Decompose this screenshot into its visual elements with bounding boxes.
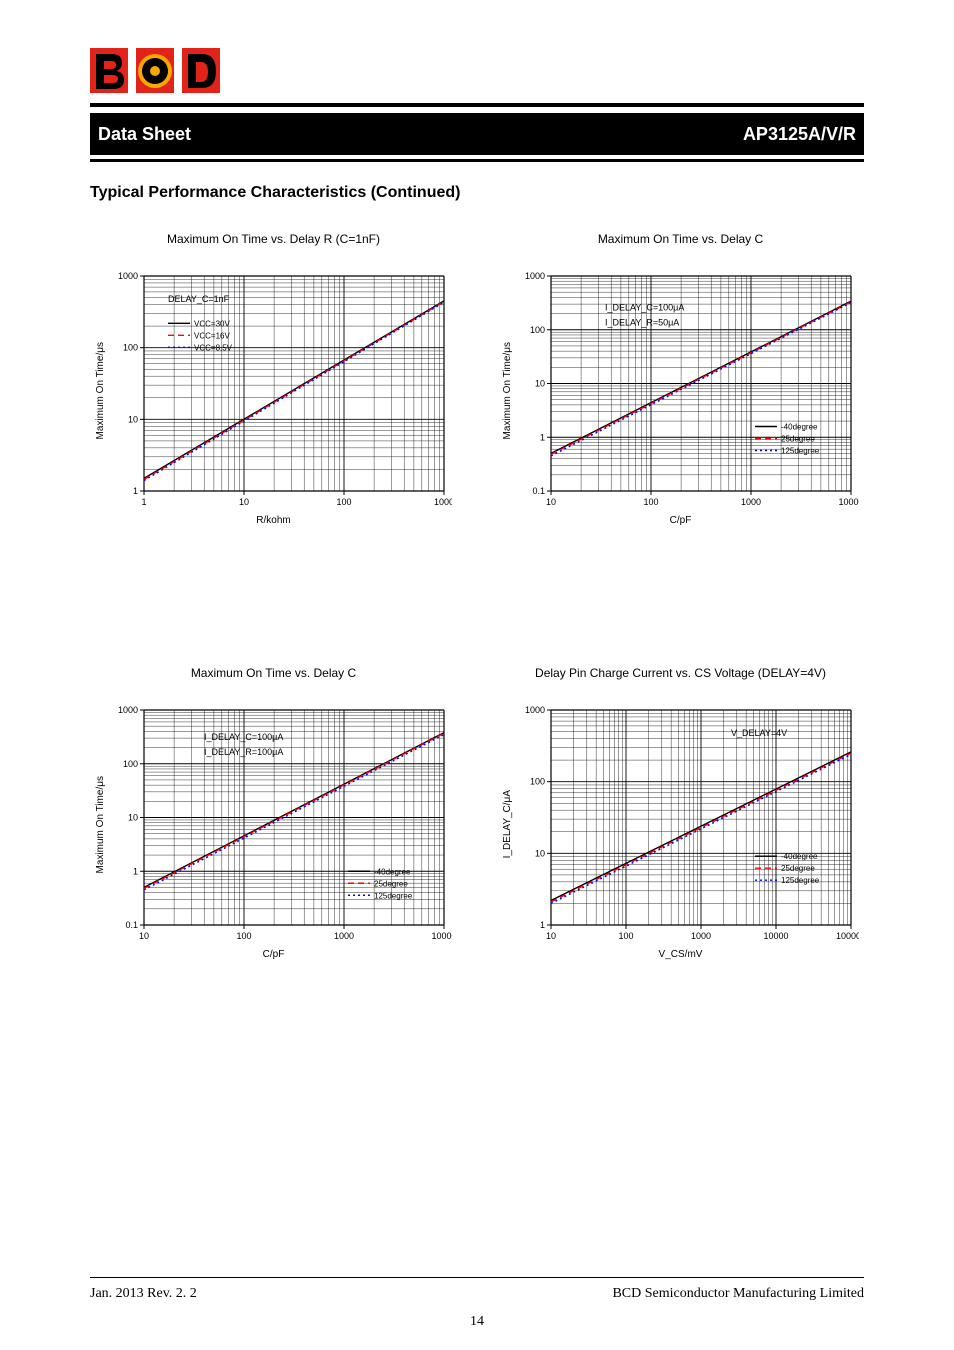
svg-text:25degree: 25degree — [374, 879, 408, 888]
chart-ylabel: Maximum On Time/μs — [502, 342, 513, 439]
section-title: Typical Performance Characteristics (Con… — [90, 184, 864, 202]
chart-wrap: Maximum On Time/μs 1 10 100 1000 1 10 100 1000 DE… — [95, 268, 452, 513]
svg-text:-40degree: -40degree — [781, 423, 818, 432]
svg-text:100: 100 — [123, 343, 138, 353]
chart-plot: 10 100 1000 10000 0.1 1 10 100 1000 I_DELAY_C=100… — [110, 702, 452, 947]
chart-ylabel: I_DELAY_C/μA — [502, 790, 513, 858]
svg-text:0.1: 0.1 — [532, 486, 545, 496]
svg-text:-40degree: -40degree — [374, 867, 411, 876]
svg-text:100: 100 — [643, 497, 658, 507]
chart-cell: Maximum On Time vs. Delay R (C=1nF) Maxim… — [90, 232, 457, 526]
svg-text:125degree: 125degree — [781, 876, 820, 885]
chart-cell: Maximum On Time vs. Delay C Maximum On Ti… — [497, 232, 864, 526]
chart-ylabel: Maximum On Time/μs — [95, 776, 106, 873]
chart-wrap: Maximum On Time/μs101001000100000.111010… — [95, 702, 452, 947]
chart-xlabel: V_CS/mV — [659, 949, 703, 960]
svg-text:10: 10 — [535, 848, 545, 858]
chart-cell: Delay Pin Charge Current vs. CS Voltage … — [497, 666, 864, 960]
svg-text:100: 100 — [236, 931, 251, 941]
svg-text:25degree: 25degree — [781, 435, 815, 444]
svg-text:25degree: 25degree — [781, 864, 815, 873]
header-bar: Data Sheet AP3125A/V/R — [90, 113, 864, 155]
svg-text:VCC=8.5V: VCC=8.5V — [194, 343, 233, 352]
svg-text:100000: 100000 — [836, 931, 859, 941]
footer-rule — [90, 1277, 864, 1278]
svg-text:1000: 1000 — [741, 497, 761, 507]
charts-row: Maximum On Time vs. Delay R (C=1nF) Maxim… — [90, 232, 864, 526]
chart-cell: Maximum On Time vs. Delay C Maximum On Ti… — [90, 666, 457, 960]
chart-plot: 101001000100001000001101001000V_DELAY=4V… — [517, 702, 859, 947]
svg-text:1000: 1000 — [691, 931, 711, 941]
chart-ylabel: Maximum On Time/μs — [95, 342, 106, 439]
svg-text:0.1: 0.1 — [125, 920, 138, 930]
svg-text:1000: 1000 — [118, 271, 138, 281]
chart-xlabel: C/pF — [670, 515, 692, 526]
charts-row: Maximum On Time vs. Delay C Maximum On Ti… — [90, 666, 864, 960]
svg-text:1: 1 — [133, 866, 138, 876]
svg-text:1: 1 — [540, 432, 545, 442]
svg-text:I_DELAY_C=100μA: I_DELAY_C=100μA — [605, 302, 684, 312]
svg-text:1000: 1000 — [525, 705, 545, 715]
footer: Jan. 2013 Rev. 2. 2 BCD Semiconductor Ma… — [90, 1277, 864, 1302]
chart-title: Maximum On Time vs. Delay C — [598, 232, 763, 262]
svg-text:1000: 1000 — [525, 271, 545, 281]
chart-xlabel: C/pF — [263, 949, 285, 960]
sub-rule — [90, 159, 864, 162]
svg-text:1000: 1000 — [334, 931, 354, 941]
svg-text:10: 10 — [239, 497, 249, 507]
svg-text:10: 10 — [139, 931, 149, 941]
svg-text:100: 100 — [618, 931, 633, 941]
svg-text:1: 1 — [141, 497, 146, 507]
svg-text:I_DELAY_R=50μA: I_DELAY_R=50μA — [605, 317, 679, 327]
svg-text:I_DELAY_C=100μA: I_DELAY_C=100μA — [204, 732, 283, 742]
chart-wrap: Maximum On Time/μs101001000100000.111010… — [502, 268, 859, 513]
svg-text:10: 10 — [546, 497, 556, 507]
svg-text:-40degree: -40degree — [781, 852, 818, 861]
chart-plot: 1 10 100 1000 1 10 100 1000 DELAY_C=1nF VCC=30V VC… — [110, 268, 452, 513]
svg-text:1: 1 — [540, 920, 545, 930]
svg-text:100: 100 — [530, 325, 545, 335]
chart-title: Delay Pin Charge Current vs. CS Voltage … — [535, 666, 826, 696]
svg-text:DELAY_C=1nF: DELAY_C=1nF — [168, 294, 230, 304]
chart-title: Maximum On Time vs. Delay R (C=1nF) — [167, 232, 380, 262]
company-logo — [90, 48, 220, 93]
svg-text:100: 100 — [336, 497, 351, 507]
svg-text:10000: 10000 — [431, 931, 452, 941]
svg-text:10: 10 — [535, 379, 545, 389]
chart-wrap: I_DELAY_C/μA1010010001000010000011010010… — [502, 702, 859, 947]
svg-text:125degree: 125degree — [374, 891, 413, 900]
svg-text:V_DELAY=4V: V_DELAY=4V — [731, 728, 787, 738]
svg-text:10: 10 — [546, 931, 556, 941]
svg-text:1000: 1000 — [434, 497, 452, 507]
bar-left-text: Data Sheet — [98, 124, 191, 145]
chart-xlabel: R/kohm — [256, 515, 290, 526]
chart-plot: 10 100 1000 10000 0.1 1 10 100 1000 I_DELAY_C=100… — [517, 268, 859, 513]
svg-text:1000: 1000 — [118, 705, 138, 715]
svg-text:10: 10 — [128, 813, 138, 823]
svg-text:10: 10 — [128, 414, 138, 424]
top-rule — [90, 103, 864, 107]
footer-right: BCD Semiconductor Manufacturing Limited — [612, 1286, 864, 1302]
svg-text:I_DELAY_R=100μA: I_DELAY_R=100μA — [204, 747, 283, 757]
svg-text:100: 100 — [123, 759, 138, 769]
svg-text:VCC=16V: VCC=16V — [194, 331, 230, 340]
svg-text:1: 1 — [133, 486, 138, 496]
footer-left: Jan. 2013 Rev. 2. 2 — [90, 1286, 197, 1302]
svg-text:10000: 10000 — [763, 931, 788, 941]
svg-text:100: 100 — [530, 777, 545, 787]
chart-title: Maximum On Time vs. Delay C — [191, 666, 356, 696]
svg-text:VCC=30V: VCC=30V — [194, 319, 230, 328]
svg-text:10000: 10000 — [838, 497, 859, 507]
page-number: 14 — [0, 1314, 954, 1330]
bar-right-text: AP3125A/V/R — [743, 124, 856, 145]
svg-text:125degree: 125degree — [781, 447, 820, 456]
charts-container: Maximum On Time vs. Delay R (C=1nF) Maxim… — [90, 232, 864, 960]
